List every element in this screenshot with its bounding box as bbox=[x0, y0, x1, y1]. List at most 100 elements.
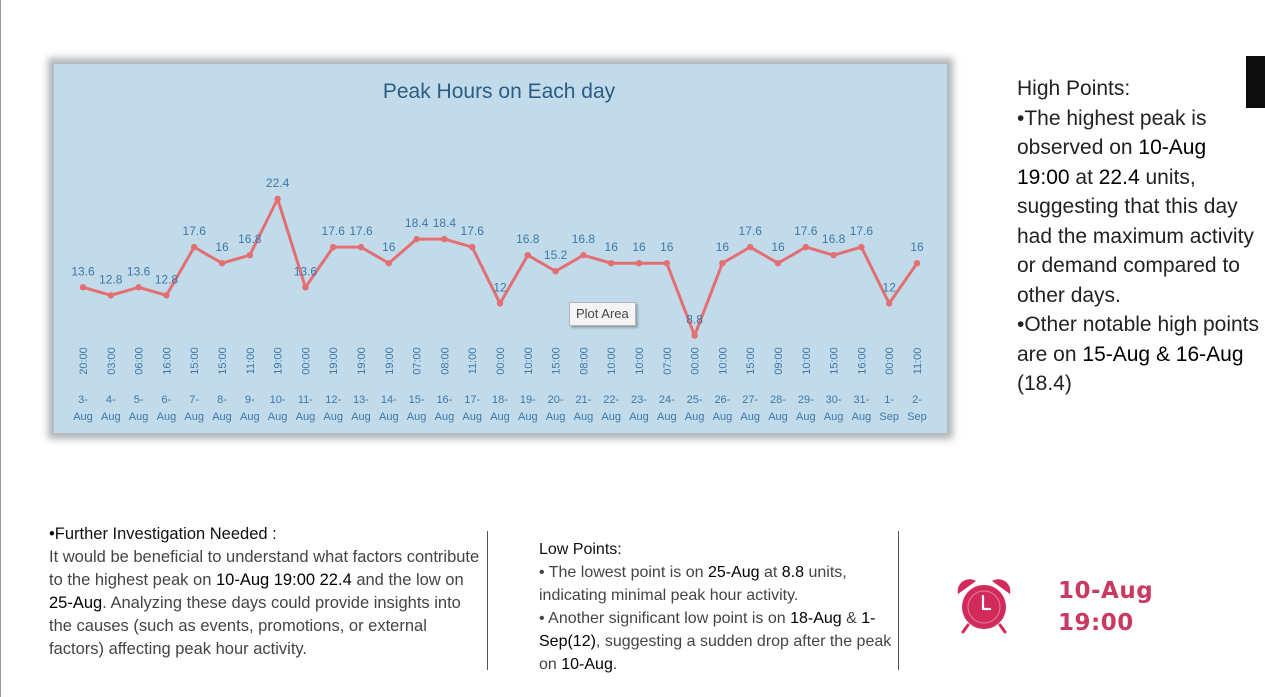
data-label: 12 bbox=[883, 280, 897, 294]
data-point[interactable] bbox=[469, 243, 476, 251]
data-label: 17.6 bbox=[739, 224, 763, 238]
data-point[interactable] bbox=[913, 260, 921, 267]
x-tick-time: 00:00 bbox=[300, 347, 312, 375]
data-point[interactable] bbox=[691, 332, 698, 339]
data-label: 16 bbox=[660, 240, 674, 254]
further-investigation-body: It would be beneficial to understand wha… bbox=[49, 546, 481, 661]
low-points-bullet-2: • Another significant low point is on 18… bbox=[539, 607, 895, 676]
data-point[interactable] bbox=[107, 292, 114, 299]
x-tick-month: Aug bbox=[157, 411, 177, 423]
x-tick-time: 16:00 bbox=[856, 347, 868, 375]
x-tick-month: Aug bbox=[462, 411, 482, 423]
divider-left bbox=[487, 531, 488, 670]
x-tick-time: 11:00 bbox=[912, 348, 924, 375]
x-tick-month: Aug bbox=[852, 411, 872, 423]
data-point[interactable] bbox=[552, 268, 559, 275]
x-tick-day: 31- bbox=[853, 394, 869, 406]
x-tick-day: 21- bbox=[575, 394, 591, 406]
data-point[interactable] bbox=[274, 195, 281, 203]
data-point[interactable] bbox=[830, 251, 837, 259]
data-point[interactable] bbox=[774, 260, 782, 267]
data-point[interactable] bbox=[330, 243, 337, 251]
data-point[interactable] bbox=[218, 260, 226, 267]
x-tick-time: 07:00 bbox=[662, 347, 674, 375]
data-point[interactable] bbox=[886, 300, 893, 307]
x-tick-month: Sep bbox=[879, 411, 899, 423]
x-tick-month: Aug bbox=[323, 411, 343, 423]
x-tick-day: 22- bbox=[603, 394, 619, 406]
data-point[interactable] bbox=[719, 260, 726, 267]
x-tick-month: Aug bbox=[518, 411, 538, 423]
data-point[interactable] bbox=[858, 243, 865, 251]
data-label: 16 bbox=[716, 240, 730, 254]
x-tick-month: Aug bbox=[101, 411, 121, 423]
x-tick-month: Aug bbox=[435, 411, 455, 423]
data-label: 16.8 bbox=[516, 232, 540, 246]
data-label: 17.6 bbox=[461, 224, 485, 238]
data-label: 16.8 bbox=[572, 232, 596, 246]
data-point[interactable] bbox=[747, 243, 754, 251]
text-span: . Analyzing these days could provide ins… bbox=[49, 594, 461, 658]
data-label: 16 bbox=[632, 240, 646, 254]
data-point[interactable] bbox=[191, 243, 198, 251]
x-tick-month: Aug bbox=[212, 411, 232, 423]
further-investigation-panel: •Further Investigation Needed : It would… bbox=[49, 523, 481, 661]
x-tick-day: 17- bbox=[464, 394, 480, 406]
data-label: 22.4 bbox=[266, 176, 290, 190]
data-point[interactable] bbox=[79, 284, 87, 291]
x-tick-day: 1- bbox=[884, 394, 894, 406]
data-point[interactable] bbox=[802, 243, 809, 251]
x-tick-month: Aug bbox=[740, 411, 760, 423]
low-points-heading: Low Points: bbox=[539, 541, 622, 558]
x-tick-time: 10:00 bbox=[634, 347, 646, 375]
data-point[interactable] bbox=[357, 243, 365, 251]
data-point[interactable] bbox=[663, 260, 670, 267]
text-span: It would be beneficial to understand wha… bbox=[49, 548, 480, 589]
x-axis: 20:00 3- Aug 03:00 4- Aug 06:00 5- Aug 16:00 6- Aug… bbox=[73, 347, 927, 423]
text-span: units, suggesting that this day had the … bbox=[1017, 165, 1254, 307]
data-label: 15.2 bbox=[544, 248, 568, 262]
x-tick-day: 25- bbox=[687, 394, 703, 406]
data-point[interactable] bbox=[385, 260, 392, 267]
data-point[interactable] bbox=[441, 235, 448, 243]
data-point[interactable] bbox=[580, 251, 587, 259]
data-point[interactable] bbox=[163, 292, 170, 299]
data-point[interactable] bbox=[246, 251, 253, 259]
x-tick-time: 08:00 bbox=[439, 347, 451, 375]
x-tick-time: 10:00 bbox=[523, 347, 535, 375]
x-tick-time: 00:00 bbox=[884, 347, 896, 375]
high-points-bullet-2: •Other notable high points are on 15-Aug… bbox=[1017, 310, 1263, 399]
x-tick-month: Aug bbox=[129, 411, 149, 423]
x-tick-day: 6- bbox=[162, 394, 172, 406]
x-tick-month: Aug bbox=[351, 411, 371, 423]
data-label: 18.4 bbox=[433, 216, 457, 230]
text-span: and the low on bbox=[351, 571, 464, 589]
x-tick-day: 4- bbox=[106, 394, 116, 406]
x-tick-time: 15:00 bbox=[745, 347, 757, 375]
alarm-clock-icon bbox=[952, 576, 1016, 636]
data-point[interactable] bbox=[496, 300, 504, 307]
data-point[interactable] bbox=[524, 251, 531, 259]
data-point[interactable] bbox=[302, 284, 309, 291]
low-points-panel: Low Points: • The lowest point is on 25-… bbox=[539, 538, 895, 676]
x-tick-month: Aug bbox=[379, 411, 399, 423]
highlight-peak: 10-Aug 19:00 22.4 bbox=[215, 571, 352, 589]
x-tick-day: 5- bbox=[134, 394, 144, 406]
data-point[interactable] bbox=[413, 235, 420, 243]
data-point[interactable] bbox=[635, 260, 643, 267]
x-tick-time: 16:00 bbox=[161, 347, 173, 375]
text-span: •The highest peak is observed on bbox=[1017, 106, 1207, 160]
data-point[interactable] bbox=[608, 260, 615, 267]
corner-tab bbox=[1246, 56, 1265, 108]
data-label: 16 bbox=[771, 240, 785, 254]
x-tick-time: 19:00 bbox=[328, 347, 340, 375]
chart-area[interactable]: Peak Hours on Each day 13.6 12.8 13.6 12.8 1… bbox=[54, 64, 947, 433]
left-edge-rule bbox=[0, 0, 1, 697]
x-tick-month: Aug bbox=[657, 411, 677, 423]
data-label: 13.6 bbox=[71, 264, 95, 278]
data-label: 12.8 bbox=[155, 272, 179, 286]
x-tick-time: 06:00 bbox=[134, 347, 146, 375]
data-label: 16.8 bbox=[238, 232, 262, 246]
data-point[interactable] bbox=[135, 284, 142, 291]
